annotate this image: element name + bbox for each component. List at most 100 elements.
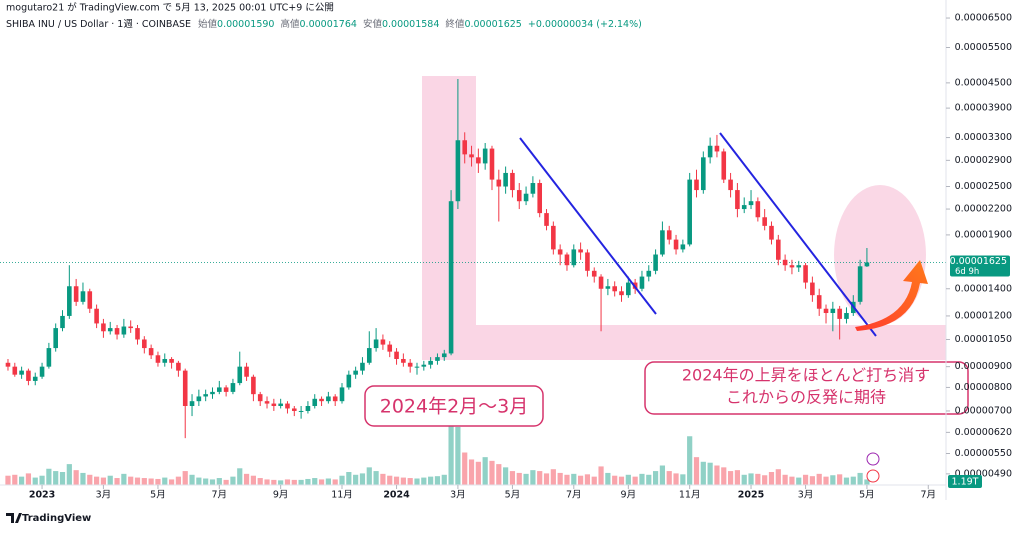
candle-body bbox=[741, 205, 747, 210]
volume-bar bbox=[605, 472, 611, 485]
candle-body bbox=[557, 249, 563, 255]
volume-bar bbox=[468, 459, 475, 485]
volume-bar bbox=[557, 472, 563, 485]
volume-bar bbox=[700, 461, 706, 485]
candle-body bbox=[598, 276, 604, 289]
volume-bar bbox=[625, 474, 631, 485]
volume-bar bbox=[618, 476, 625, 485]
volume-bar bbox=[243, 473, 250, 485]
candle-body bbox=[721, 151, 727, 180]
candle-body bbox=[612, 286, 617, 292]
candle-body bbox=[121, 326, 127, 335]
event-icon[interactable] bbox=[866, 452, 880, 466]
volume-bar bbox=[325, 478, 331, 485]
volume-bar bbox=[537, 471, 543, 485]
volume-bar bbox=[530, 470, 536, 485]
volume-bar bbox=[727, 471, 734, 485]
volume-bar bbox=[584, 474, 591, 485]
volume-bar bbox=[318, 479, 325, 485]
volume-bar bbox=[73, 470, 79, 485]
volume-label-box bbox=[948, 475, 982, 488]
volume-bar bbox=[291, 479, 297, 485]
axes: 0.00006500 0.00005500 0.00004500 0.00003900… bbox=[0, 0, 1012, 501]
volume-bar bbox=[837, 474, 843, 485]
last-price-label: 0.00001625 bbox=[950, 256, 1007, 267]
volume-bar bbox=[489, 460, 495, 485]
candle-body bbox=[60, 315, 65, 329]
y-tick-label: 0.00003300 bbox=[955, 132, 1012, 143]
volume-bar bbox=[598, 466, 604, 485]
candle-body bbox=[694, 179, 699, 191]
volume-bar bbox=[230, 476, 236, 485]
volume-bar bbox=[216, 478, 222, 485]
candle-body bbox=[673, 239, 679, 250]
legend-label: 安値 bbox=[363, 18, 383, 30]
volume-bar bbox=[516, 472, 522, 485]
y-tick-label: 0.00001900 bbox=[955, 229, 1012, 240]
y-tick-label: 0.00002500 bbox=[955, 181, 1012, 192]
candle-body bbox=[816, 295, 822, 309]
x-tick-label: 2025 bbox=[738, 490, 764, 501]
candle-body bbox=[414, 366, 420, 368]
volume-bar bbox=[278, 480, 284, 485]
candle-body bbox=[39, 366, 45, 377]
x-tick-label: 9月 bbox=[273, 490, 289, 501]
event-icon[interactable] bbox=[866, 469, 880, 483]
candle-body bbox=[776, 239, 781, 260]
volume-bar bbox=[209, 479, 216, 485]
volume-bar bbox=[421, 477, 427, 485]
volume-bar bbox=[298, 479, 304, 485]
candle-body bbox=[830, 308, 836, 314]
published-note: mogutaro21 が TradingView.com で 5月 13, 20… bbox=[6, 2, 334, 14]
candle-body bbox=[73, 286, 79, 302]
x-tick-label: 7月 bbox=[212, 490, 228, 501]
x-tick-label: 5月 bbox=[150, 490, 166, 501]
volume-bar bbox=[25, 473, 32, 485]
volume-bar bbox=[134, 477, 141, 485]
volume-bar bbox=[182, 471, 188, 485]
volume-bar bbox=[168, 479, 175, 485]
volume-bar bbox=[359, 473, 366, 485]
candle-body bbox=[332, 396, 338, 402]
countdown: 6d 9h bbox=[955, 267, 979, 277]
candle-body bbox=[435, 357, 440, 361]
candle-body bbox=[823, 308, 829, 314]
volume-bar bbox=[441, 474, 447, 485]
legend-label: 終値 bbox=[445, 18, 465, 30]
last-price-box bbox=[950, 255, 1010, 277]
candle-body bbox=[128, 326, 133, 329]
candle-body bbox=[407, 362, 413, 367]
volume-bar bbox=[789, 476, 795, 485]
candle-body bbox=[796, 265, 802, 268]
volume-bar bbox=[366, 467, 372, 485]
candle-body bbox=[782, 259, 788, 266]
volume-bar bbox=[843, 477, 850, 485]
candle-body bbox=[176, 362, 181, 371]
y-tick-label: 0.00005500 bbox=[955, 42, 1012, 53]
candle-body bbox=[244, 366, 249, 377]
volume-bar bbox=[284, 479, 291, 485]
candle-body bbox=[26, 370, 31, 381]
volume-bar bbox=[775, 469, 781, 485]
candle-body bbox=[196, 396, 202, 402]
brand-logo bbox=[6, 513, 22, 523]
volume-bar bbox=[312, 478, 318, 485]
candle-body bbox=[12, 366, 18, 375]
legend-label: 高値 bbox=[280, 18, 300, 30]
volume-bar bbox=[305, 478, 311, 485]
candle-body bbox=[591, 270, 597, 277]
candle-body bbox=[619, 291, 624, 296]
volume-bar bbox=[809, 476, 815, 485]
y-tick-label: 0.00000900 bbox=[955, 361, 1012, 372]
volume-bar bbox=[250, 475, 256, 485]
volume-bar bbox=[721, 467, 727, 485]
volume-bar bbox=[5, 475, 11, 485]
x-tick-label: 11月 bbox=[679, 490, 701, 501]
candle-body bbox=[319, 398, 324, 402]
y-tick-label: 0.00002200 bbox=[955, 204, 1012, 215]
volume-bar bbox=[523, 473, 529, 485]
volume-bar bbox=[414, 478, 420, 485]
trend-line bbox=[719, 132, 877, 337]
candle-body bbox=[864, 262, 870, 267]
